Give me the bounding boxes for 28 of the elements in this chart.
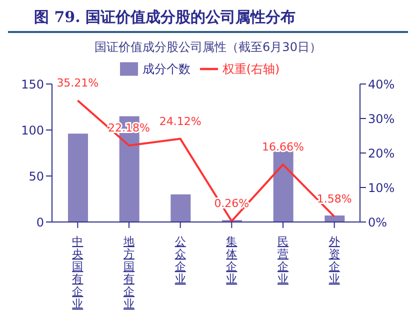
- bar: [324, 216, 345, 222]
- y-tick-label: 50: [28, 169, 44, 184]
- x-tick-label: 集体企业: [226, 235, 238, 286]
- y2-tick-label: 20%: [368, 146, 395, 160]
- y2-tick-label: 30%: [368, 112, 395, 126]
- legend-label: 成分个数: [142, 62, 190, 76]
- legend-label: 权重(右轴): [222, 62, 280, 76]
- y-tick-label: 100: [21, 123, 44, 138]
- chart-subtitle: 国证价值成分股公司属性（截至6月30日）: [94, 39, 322, 56]
- data-label: 35.21%: [56, 76, 99, 90]
- bar: [273, 150, 294, 222]
- x-tick-label: 外资企业: [328, 235, 340, 286]
- x-tick-label: 中央国有企业: [72, 235, 84, 310]
- x-tick-label: 地方国有企业: [122, 235, 134, 310]
- data-label: 16.66%: [262, 140, 304, 154]
- y2-tick-label: 10%: [368, 180, 395, 195]
- y2-tick-label: 40%: [368, 77, 395, 92]
- y2-tick-label: 0%: [368, 215, 388, 230]
- y-tick-label: 150: [21, 77, 44, 92]
- bar: [68, 134, 88, 222]
- data-label: 24.12%: [159, 114, 202, 128]
- data-label: 1.58%: [316, 192, 352, 206]
- bar: [170, 194, 191, 222]
- x-tick-label: 公众企业: [174, 235, 186, 286]
- chart-title: 图 79. 国证价值成分股的公司属性分布: [8, 8, 408, 33]
- x-tick-label: 民营企业: [278, 235, 288, 286]
- y-tick-label: 0: [36, 215, 44, 230]
- data-label: 22.18%: [108, 121, 150, 134]
